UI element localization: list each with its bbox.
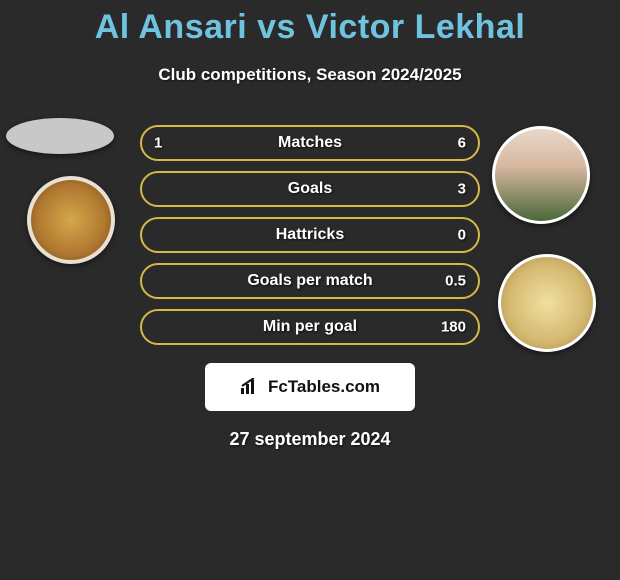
stat-label: Goals per match bbox=[142, 272, 478, 290]
stat-label: Min per goal bbox=[142, 318, 478, 336]
stat-right-value: 3 bbox=[458, 181, 466, 198]
stat-row-hattricks: Hattricks 0 bbox=[140, 217, 480, 253]
stat-right-value: 0 bbox=[458, 227, 466, 244]
stat-row-min-per-goal: Min per goal 180 bbox=[140, 309, 480, 345]
chart-icon bbox=[240, 378, 262, 396]
stat-right-value: 6 bbox=[458, 135, 466, 152]
stat-row-matches: 1 Matches 6 bbox=[140, 125, 480, 161]
stat-right-value: 0.5 bbox=[445, 273, 466, 290]
stat-label: Hattricks bbox=[142, 226, 478, 244]
stat-row-goals: Goals 3 bbox=[140, 171, 480, 207]
stat-row-goals-per-match: Goals per match 0.5 bbox=[140, 263, 480, 299]
logo-text: FcTables.com bbox=[268, 377, 380, 397]
stat-label: Matches bbox=[142, 134, 478, 152]
subtitle: Club competitions, Season 2024/2025 bbox=[0, 65, 620, 85]
stat-right-value: 180 bbox=[441, 319, 466, 336]
date-label: 27 september 2024 bbox=[0, 429, 620, 450]
page-title: Al Ansari vs Victor Lekhal bbox=[0, 0, 620, 47]
stat-label: Goals bbox=[142, 180, 478, 198]
stats-container: 1 Matches 6 Goals 3 Hattricks 0 Goals pe… bbox=[0, 125, 620, 345]
fctables-logo[interactable]: FcTables.com bbox=[205, 363, 415, 411]
